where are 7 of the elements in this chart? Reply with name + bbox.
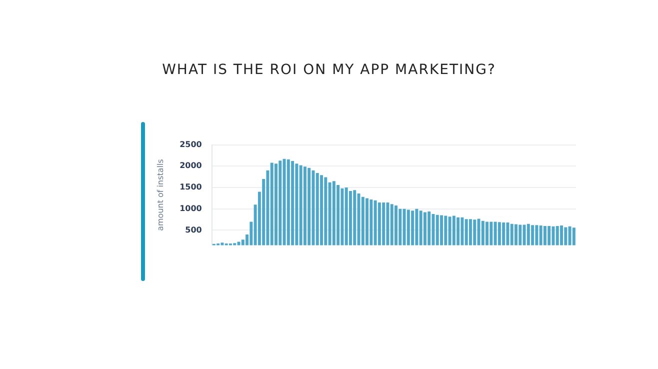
y-tick-label: 500 <box>185 225 202 234</box>
y-axis-title: amount of installs <box>156 159 165 231</box>
y-tick-label: 1500 <box>180 182 202 192</box>
y-tick-label: 2000 <box>180 161 202 170</box>
chart-title: WHAT IS THE ROI ON MY APP MARKETING? <box>161 62 497 78</box>
y-tick-label: 1000 <box>180 204 202 213</box>
y-tick-label: 2500 <box>180 140 202 149</box>
